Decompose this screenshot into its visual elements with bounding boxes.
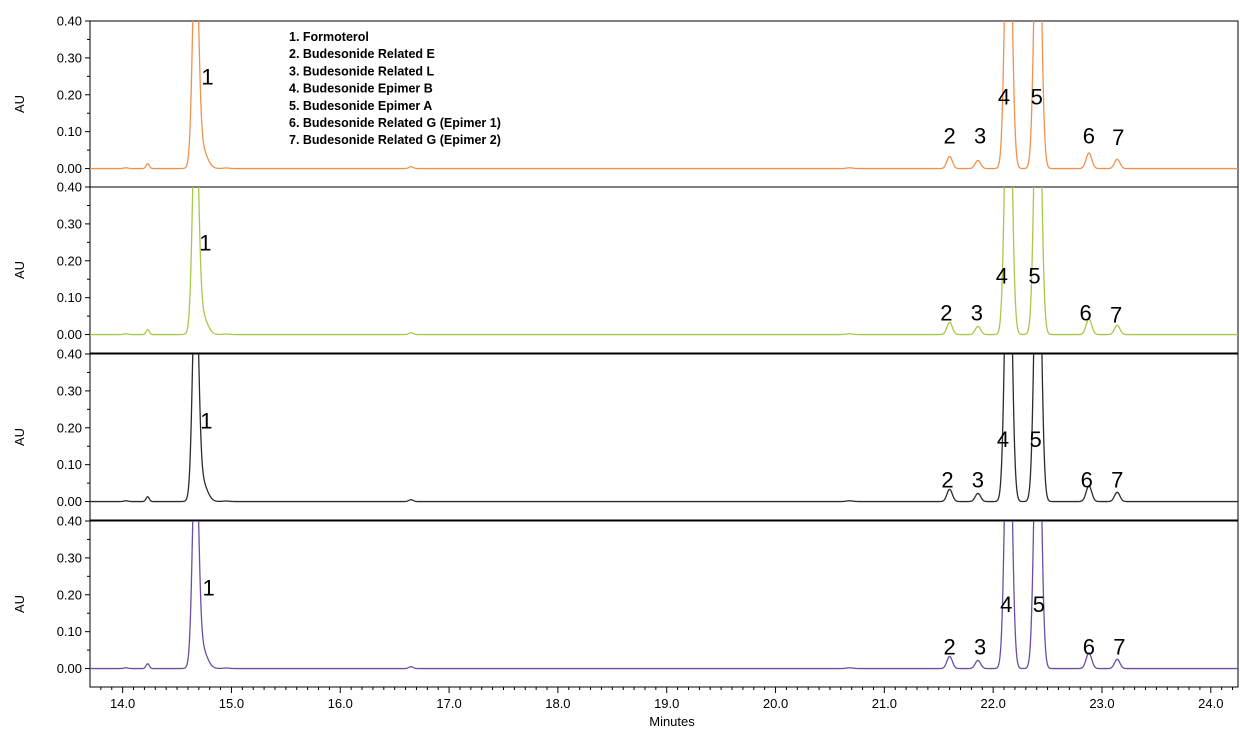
peak-label: 7 <box>1111 467 1123 492</box>
y-axis-title: AU <box>12 595 27 613</box>
y-tick-label: 0.20 <box>57 253 82 268</box>
panel-frame <box>89 353 1239 521</box>
y-axis-title: AU <box>12 95 27 113</box>
peak-label: 5 <box>1031 85 1043 110</box>
panel-1: 0.00 0.10 0.20 0.30 0.40 AU 1 2 34 5 6 7 <box>12 14 1239 188</box>
peak-label: 5 <box>1029 427 1041 452</box>
peak-label: 7 <box>1112 125 1124 150</box>
peak-label: 3 <box>971 300 983 325</box>
y-tick-label: 0.00 <box>57 327 82 342</box>
y-axis-title: AU <box>12 428 27 446</box>
x-tick-label: 22.0 <box>981 696 1006 711</box>
y-tick-label: 0.10 <box>57 624 82 639</box>
y-tick-label: 0.20 <box>57 587 82 602</box>
legend-entry: 7. Budesonide Related G (Epimer 2) <box>289 133 501 147</box>
peak-label: 2 <box>940 300 952 325</box>
panel-4: 0.00 0.10 0.20 0.30 0.40 AU 1 2 34 5 6 7 <box>12 514 1239 688</box>
y-tick-label: 0.40 <box>57 14 82 29</box>
y-tick-label: 0.10 <box>57 457 82 472</box>
peak-label: 1 <box>201 64 213 89</box>
panel-frame <box>89 186 1239 354</box>
peak-label: 5 <box>1033 592 1045 617</box>
peak-label: 4 <box>1000 592 1012 617</box>
peak-label: 4 <box>996 264 1008 289</box>
peak-label: 3 <box>974 634 986 659</box>
peak-label: 5 <box>1028 264 1040 289</box>
legend-entry: 2. Budesonide Related E <box>289 47 435 61</box>
peak-label: 2 <box>941 467 953 492</box>
x-axis-title: Minutes <box>649 714 695 729</box>
x-tick-label: 19.0 <box>654 696 679 711</box>
y-tick-label: 0.20 <box>57 87 82 102</box>
x-tick-label: 17.0 <box>436 696 461 711</box>
x-tick-label: 16.0 <box>328 696 353 711</box>
y-tick-label: 0.00 <box>57 161 82 176</box>
series-trace-1 <box>90 21 1238 170</box>
legend-entry: 6. Budesonide Related G (Epimer 1) <box>289 116 501 130</box>
y-tick-label: 0.20 <box>57 420 82 435</box>
peak-label: 6 <box>1081 467 1093 492</box>
peak-label: 6 <box>1083 123 1095 148</box>
x-tick-label: 23.0 <box>1089 696 1114 711</box>
peak-label: 6 <box>1080 300 1092 325</box>
y-tick-label: 0.10 <box>57 290 82 305</box>
y-tick-label: 0.40 <box>57 347 82 362</box>
panel-frame <box>89 520 1239 688</box>
x-tick-label: 24.0 <box>1198 696 1223 711</box>
legend-entry: 4. Budesonide Epimer B <box>289 82 433 96</box>
panel-frame <box>89 20 1239 188</box>
peak-label: 1 <box>200 408 212 433</box>
peak-label: 3 <box>974 123 986 148</box>
x-tick-label: 21.0 <box>872 696 897 711</box>
peak-label: 4 <box>997 427 1009 452</box>
x-tick-label: 20.0 <box>763 696 788 711</box>
peak-label: 4 <box>998 85 1010 110</box>
y-tick-label: 0.30 <box>57 383 82 398</box>
peak-label: 1 <box>202 575 214 600</box>
y-tick-label: 0.30 <box>57 50 82 65</box>
legend-entry: 3. Budesonide Related L <box>289 64 435 78</box>
x-tick-label: 18.0 <box>545 696 570 711</box>
y-tick-label: 0.10 <box>57 124 82 139</box>
y-tick-label: 0.40 <box>57 180 82 195</box>
peak-label: 2 <box>944 123 956 148</box>
x-tick-label: 15.0 <box>219 696 244 711</box>
peak-label: 2 <box>944 634 956 659</box>
x-axis: 14.0 15.0 16.0 17.0 18.0 19.0 20.0 21.0 22.0 23.0… <box>90 686 1238 711</box>
legend: 1. Formoterol 2. Budesonide Related E 3. B… <box>289 30 501 147</box>
peak-label: 7 <box>1110 302 1122 327</box>
y-tick-label: 0.30 <box>57 216 82 231</box>
y-tick-label: 0.00 <box>57 494 82 509</box>
y-tick-label: 0.40 <box>57 514 82 529</box>
x-tick-label: 14.0 <box>110 696 135 711</box>
legend-entry: 5. Budesonide Epimer A <box>289 99 432 113</box>
panel-3: 0.00 0.10 0.20 0.30 0.40 AU 1 2 34 5 6 7 <box>12 347 1239 521</box>
y-tick-label: 0.30 <box>57 550 82 565</box>
panel-2: 0.00 0.10 0.20 0.30 0.40 AU 1 2 34 5 6 7 <box>12 180 1239 354</box>
series-trace-4 <box>90 521 1238 670</box>
legend-entry: 1. Formoterol <box>289 30 369 44</box>
y-axis-title: AU <box>12 261 27 279</box>
peak-label: 1 <box>199 230 211 255</box>
peak-label: 6 <box>1083 634 1095 659</box>
peak-label: 3 <box>972 467 984 492</box>
series-trace-2 <box>90 187 1238 336</box>
y-tick-label: 0.00 <box>57 661 82 676</box>
peak-label: 7 <box>1113 634 1125 659</box>
series-trace-3 <box>90 354 1238 503</box>
